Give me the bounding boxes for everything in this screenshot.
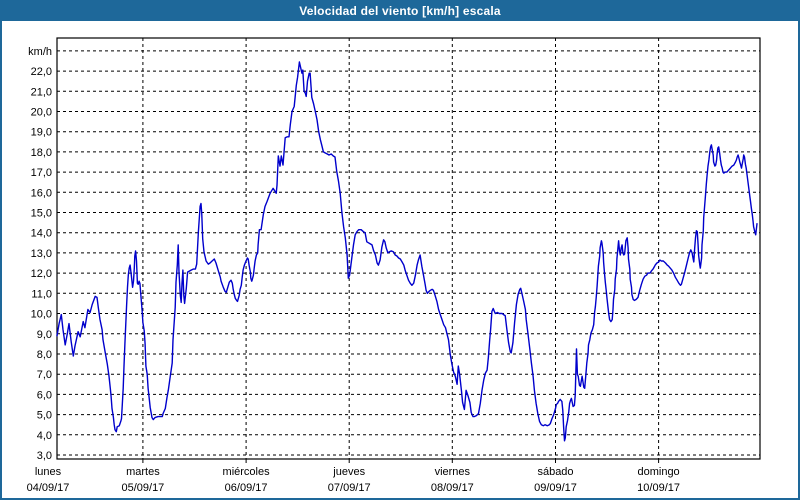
title-bar: Velocidad del viento [km/h] escala	[0, 0, 800, 21]
chart-area	[2, 21, 798, 498]
chart-title: Velocidad del viento [km/h] escala	[299, 3, 501, 18]
